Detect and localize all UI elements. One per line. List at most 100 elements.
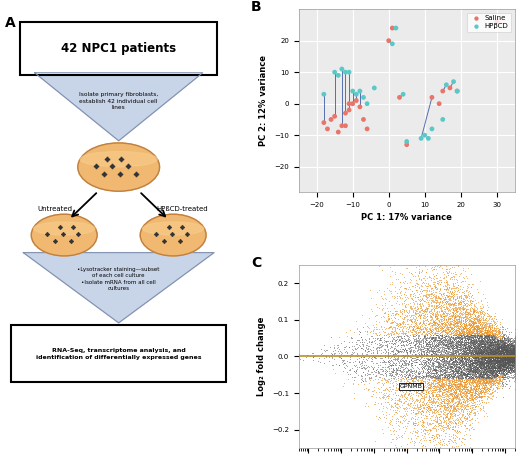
Point — [511, 356, 519, 364]
Point — [511, 351, 519, 359]
Point — [480, 340, 488, 347]
Point — [511, 350, 519, 357]
Point — [511, 362, 519, 370]
Point — [409, 323, 418, 330]
Point — [439, 391, 447, 398]
Point — [382, 339, 391, 346]
Point — [496, 337, 504, 344]
Point — [489, 372, 497, 380]
Point — [511, 357, 519, 365]
Point — [433, 286, 441, 293]
Point — [469, 359, 477, 366]
Point — [511, 350, 519, 357]
Point — [511, 351, 519, 358]
Point — [511, 353, 519, 360]
Point — [449, 361, 458, 368]
Point — [511, 346, 519, 354]
Point — [472, 370, 480, 377]
Point — [511, 351, 519, 358]
Point — [500, 354, 508, 361]
Point — [511, 357, 519, 364]
Point — [511, 356, 519, 363]
Point — [501, 337, 509, 345]
Point — [511, 349, 519, 356]
Point — [471, 369, 479, 377]
Point — [511, 354, 519, 361]
Point — [474, 361, 482, 368]
Point — [511, 361, 519, 368]
Point — [493, 358, 502, 366]
Point — [450, 284, 459, 292]
Point — [443, 356, 451, 363]
Point — [511, 358, 519, 365]
Point — [511, 354, 519, 361]
Point — [475, 376, 484, 383]
Point — [484, 351, 492, 358]
Point — [496, 350, 504, 357]
Point — [511, 346, 519, 354]
Point — [433, 340, 441, 347]
Point — [457, 356, 465, 364]
Point — [510, 358, 518, 366]
Point — [472, 383, 480, 390]
Point — [493, 344, 502, 351]
Point — [415, 274, 423, 282]
Point — [462, 356, 470, 363]
Point — [511, 356, 519, 363]
Point — [511, 348, 519, 356]
Point — [511, 351, 519, 359]
Point — [427, 388, 435, 395]
Point — [511, 364, 519, 371]
Point — [467, 328, 476, 335]
Point — [511, 346, 519, 353]
Point — [504, 338, 512, 345]
Point — [466, 362, 474, 370]
Point — [454, 319, 462, 326]
Point — [511, 338, 519, 345]
Point — [511, 361, 519, 369]
Point — [483, 367, 491, 375]
Point — [511, 361, 519, 368]
Point — [471, 368, 479, 375]
Point — [476, 342, 485, 349]
Point — [446, 328, 454, 335]
Point — [482, 354, 490, 361]
Point — [511, 349, 519, 356]
Point — [452, 377, 461, 384]
Point — [384, 375, 393, 383]
Point — [499, 347, 507, 354]
Point — [411, 375, 420, 383]
Point — [488, 333, 497, 340]
Point — [436, 361, 444, 369]
Point — [471, 349, 479, 356]
Point — [476, 368, 484, 375]
Point — [476, 328, 485, 335]
Point — [486, 366, 494, 373]
Point — [457, 335, 465, 343]
Point — [511, 355, 519, 362]
HPβCD — [442, 81, 450, 89]
Point — [352, 345, 360, 352]
Point — [477, 345, 485, 353]
Point — [431, 425, 439, 432]
Point — [424, 287, 433, 294]
Point — [511, 352, 519, 359]
Point — [511, 350, 519, 357]
Point — [445, 409, 453, 416]
Point — [511, 352, 519, 359]
Point — [511, 352, 519, 360]
Point — [491, 358, 500, 366]
Point — [511, 360, 519, 367]
Point — [463, 301, 472, 308]
Point — [475, 360, 484, 367]
Point — [505, 336, 513, 343]
Point — [365, 348, 373, 355]
Point — [487, 363, 495, 371]
Point — [466, 350, 475, 357]
Point — [445, 283, 453, 290]
Point — [506, 354, 515, 361]
Point — [438, 375, 447, 382]
Point — [435, 397, 443, 404]
Point — [484, 357, 492, 365]
Point — [396, 367, 405, 374]
